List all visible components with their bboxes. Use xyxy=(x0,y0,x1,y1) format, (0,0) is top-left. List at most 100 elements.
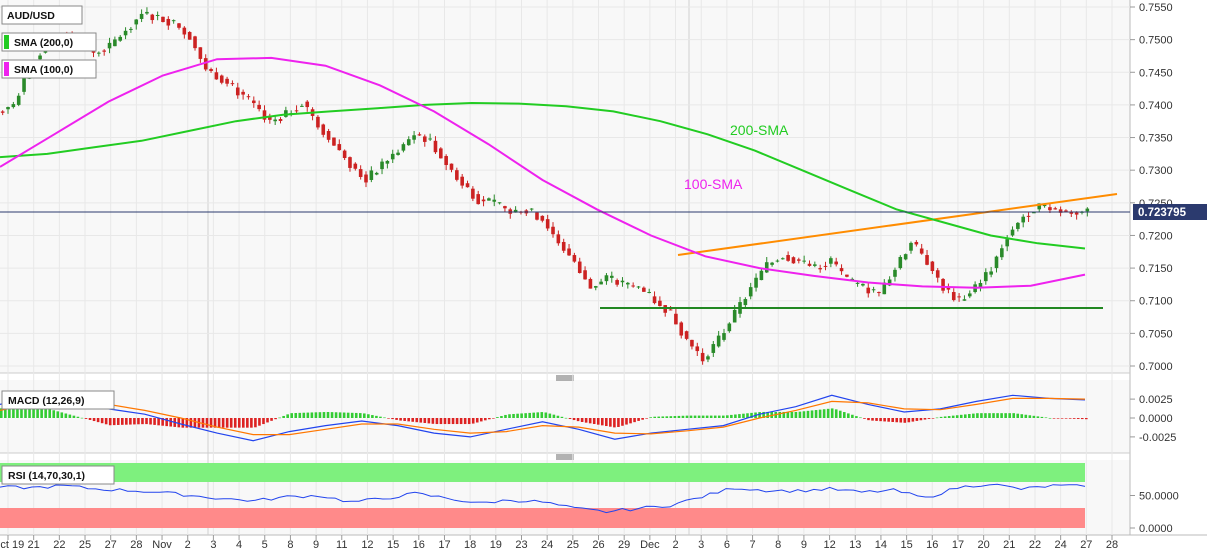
candle-body xyxy=(674,313,678,325)
candle-body xyxy=(1000,248,1004,258)
candle-body xyxy=(684,331,689,339)
macd-histogram-bar xyxy=(968,414,971,418)
macd-histogram-bar xyxy=(859,417,862,419)
legend-swatch xyxy=(4,62,9,76)
legend-sma200[interactable]: SMA (200,0) xyxy=(1,32,97,52)
legend-instrument[interactable]: AUD/USD xyxy=(1,5,83,25)
candle-body xyxy=(556,234,561,244)
time-label: 14 xyxy=(875,539,887,551)
macd-histogram-bar xyxy=(705,415,709,418)
macd-histogram-bar xyxy=(1048,417,1052,419)
macd-histogram-bar xyxy=(246,418,249,428)
macd-histogram-bar xyxy=(830,408,834,418)
price-label: 0.7500 xyxy=(1139,35,1173,47)
legend-sma100[interactable]: SMA (100,0) xyxy=(1,59,97,79)
time-label: 25 xyxy=(567,539,579,551)
macd-histogram-bar xyxy=(84,418,88,419)
candle-body xyxy=(455,170,459,180)
time-label: 19 xyxy=(490,539,502,551)
candle-body xyxy=(257,104,261,110)
candle-body xyxy=(374,172,379,175)
price-label: 0.7050 xyxy=(1139,328,1173,340)
candle-body xyxy=(476,194,481,205)
candle-body xyxy=(727,323,732,332)
rsi-axis: 50.0000 0.0000 xyxy=(1130,491,1179,535)
time-label: 25 xyxy=(79,539,91,551)
candle-body xyxy=(145,11,149,14)
candle-body xyxy=(492,199,497,202)
macd-histogram-bar xyxy=(923,418,927,420)
macd-histogram-bar xyxy=(1012,413,1015,418)
macd-histogram-bar xyxy=(213,418,217,428)
candle-body xyxy=(658,300,662,307)
candle-body xyxy=(887,279,892,286)
macd-histogram-bar xyxy=(185,418,189,428)
candle-body xyxy=(1069,211,1074,214)
macd-histogram-bar xyxy=(669,416,673,418)
time-label: 23 xyxy=(515,539,527,551)
candle-body xyxy=(706,356,710,360)
macd-histogram-bar xyxy=(447,418,451,425)
candle-body xyxy=(700,352,705,362)
price-label: 0.7100 xyxy=(1139,296,1173,308)
candle-body xyxy=(241,91,245,95)
macd-histogram-bar xyxy=(258,418,261,426)
macd-histogram-bar xyxy=(358,413,362,418)
macd-histogram-bar xyxy=(157,418,160,426)
macd-histogram-bar xyxy=(64,413,68,418)
macd-histogram-bar xyxy=(326,411,330,418)
time-label: 27 xyxy=(105,539,117,551)
time-label: 17 xyxy=(952,539,964,551)
candle-body xyxy=(449,163,454,170)
macd-histogram-bar xyxy=(855,416,858,418)
macd-histogram-bar xyxy=(165,418,168,427)
macd-histogram-bar xyxy=(895,418,899,423)
macd-histogram-bar xyxy=(806,410,810,418)
macd-histogram-bar xyxy=(641,418,644,420)
macd-histogram-bar xyxy=(342,412,346,418)
macd-histogram-bar xyxy=(104,418,108,425)
time-label: Dec xyxy=(640,539,660,551)
macd-histogram-bar xyxy=(439,418,443,425)
macd-histogram-bar xyxy=(0,408,3,418)
macd-histogram-bar xyxy=(254,418,257,428)
candle-body xyxy=(107,42,112,49)
legend-macd[interactable]: MACD (12,26,9) xyxy=(1,390,115,410)
macd-histogram-bar xyxy=(540,412,544,418)
candle-body xyxy=(1074,212,1079,215)
candle-body xyxy=(150,14,155,21)
candle-body xyxy=(1010,229,1015,236)
macd-histogram-bar xyxy=(72,415,76,418)
macd-histogram-bar xyxy=(834,409,838,418)
macd-axis: 0.0025 0.0000 -0.0025 xyxy=(1130,394,1176,444)
time-label: 24 xyxy=(1055,539,1067,551)
macd-histogram-bar xyxy=(415,418,419,423)
macd-histogram-bar xyxy=(270,418,273,421)
candle-body xyxy=(984,272,988,282)
macd-histogram-bar xyxy=(318,412,322,418)
candle-body xyxy=(364,174,368,183)
candle-body xyxy=(935,270,940,278)
candle-body xyxy=(759,270,764,281)
macd-histogram-bar xyxy=(330,412,334,418)
pane-resize-handle[interactable] xyxy=(556,375,574,381)
time-label: 8 xyxy=(775,539,781,551)
candle-body xyxy=(129,28,133,30)
macd-histogram-bar xyxy=(443,418,447,425)
price-pane xyxy=(0,0,1130,373)
macd-histogram-bar xyxy=(1080,418,1084,420)
candle-body xyxy=(572,255,577,262)
candle-body xyxy=(294,110,299,112)
candle-body xyxy=(161,16,165,22)
macd-histogram-bar xyxy=(48,409,52,418)
candle-body xyxy=(967,293,972,297)
candle-body xyxy=(609,275,614,278)
candle-body xyxy=(102,50,106,52)
macd-histogram-bar xyxy=(709,415,713,418)
legend-rsi[interactable]: RSI (14,70,30,1) xyxy=(1,465,115,485)
time-label: 16 xyxy=(413,539,425,551)
macd-histogram-bar xyxy=(717,415,721,418)
rsi-label: 0.0000 xyxy=(1139,523,1173,535)
macd-histogram-bar xyxy=(516,413,519,418)
pane-resize-handle[interactable] xyxy=(556,454,574,460)
